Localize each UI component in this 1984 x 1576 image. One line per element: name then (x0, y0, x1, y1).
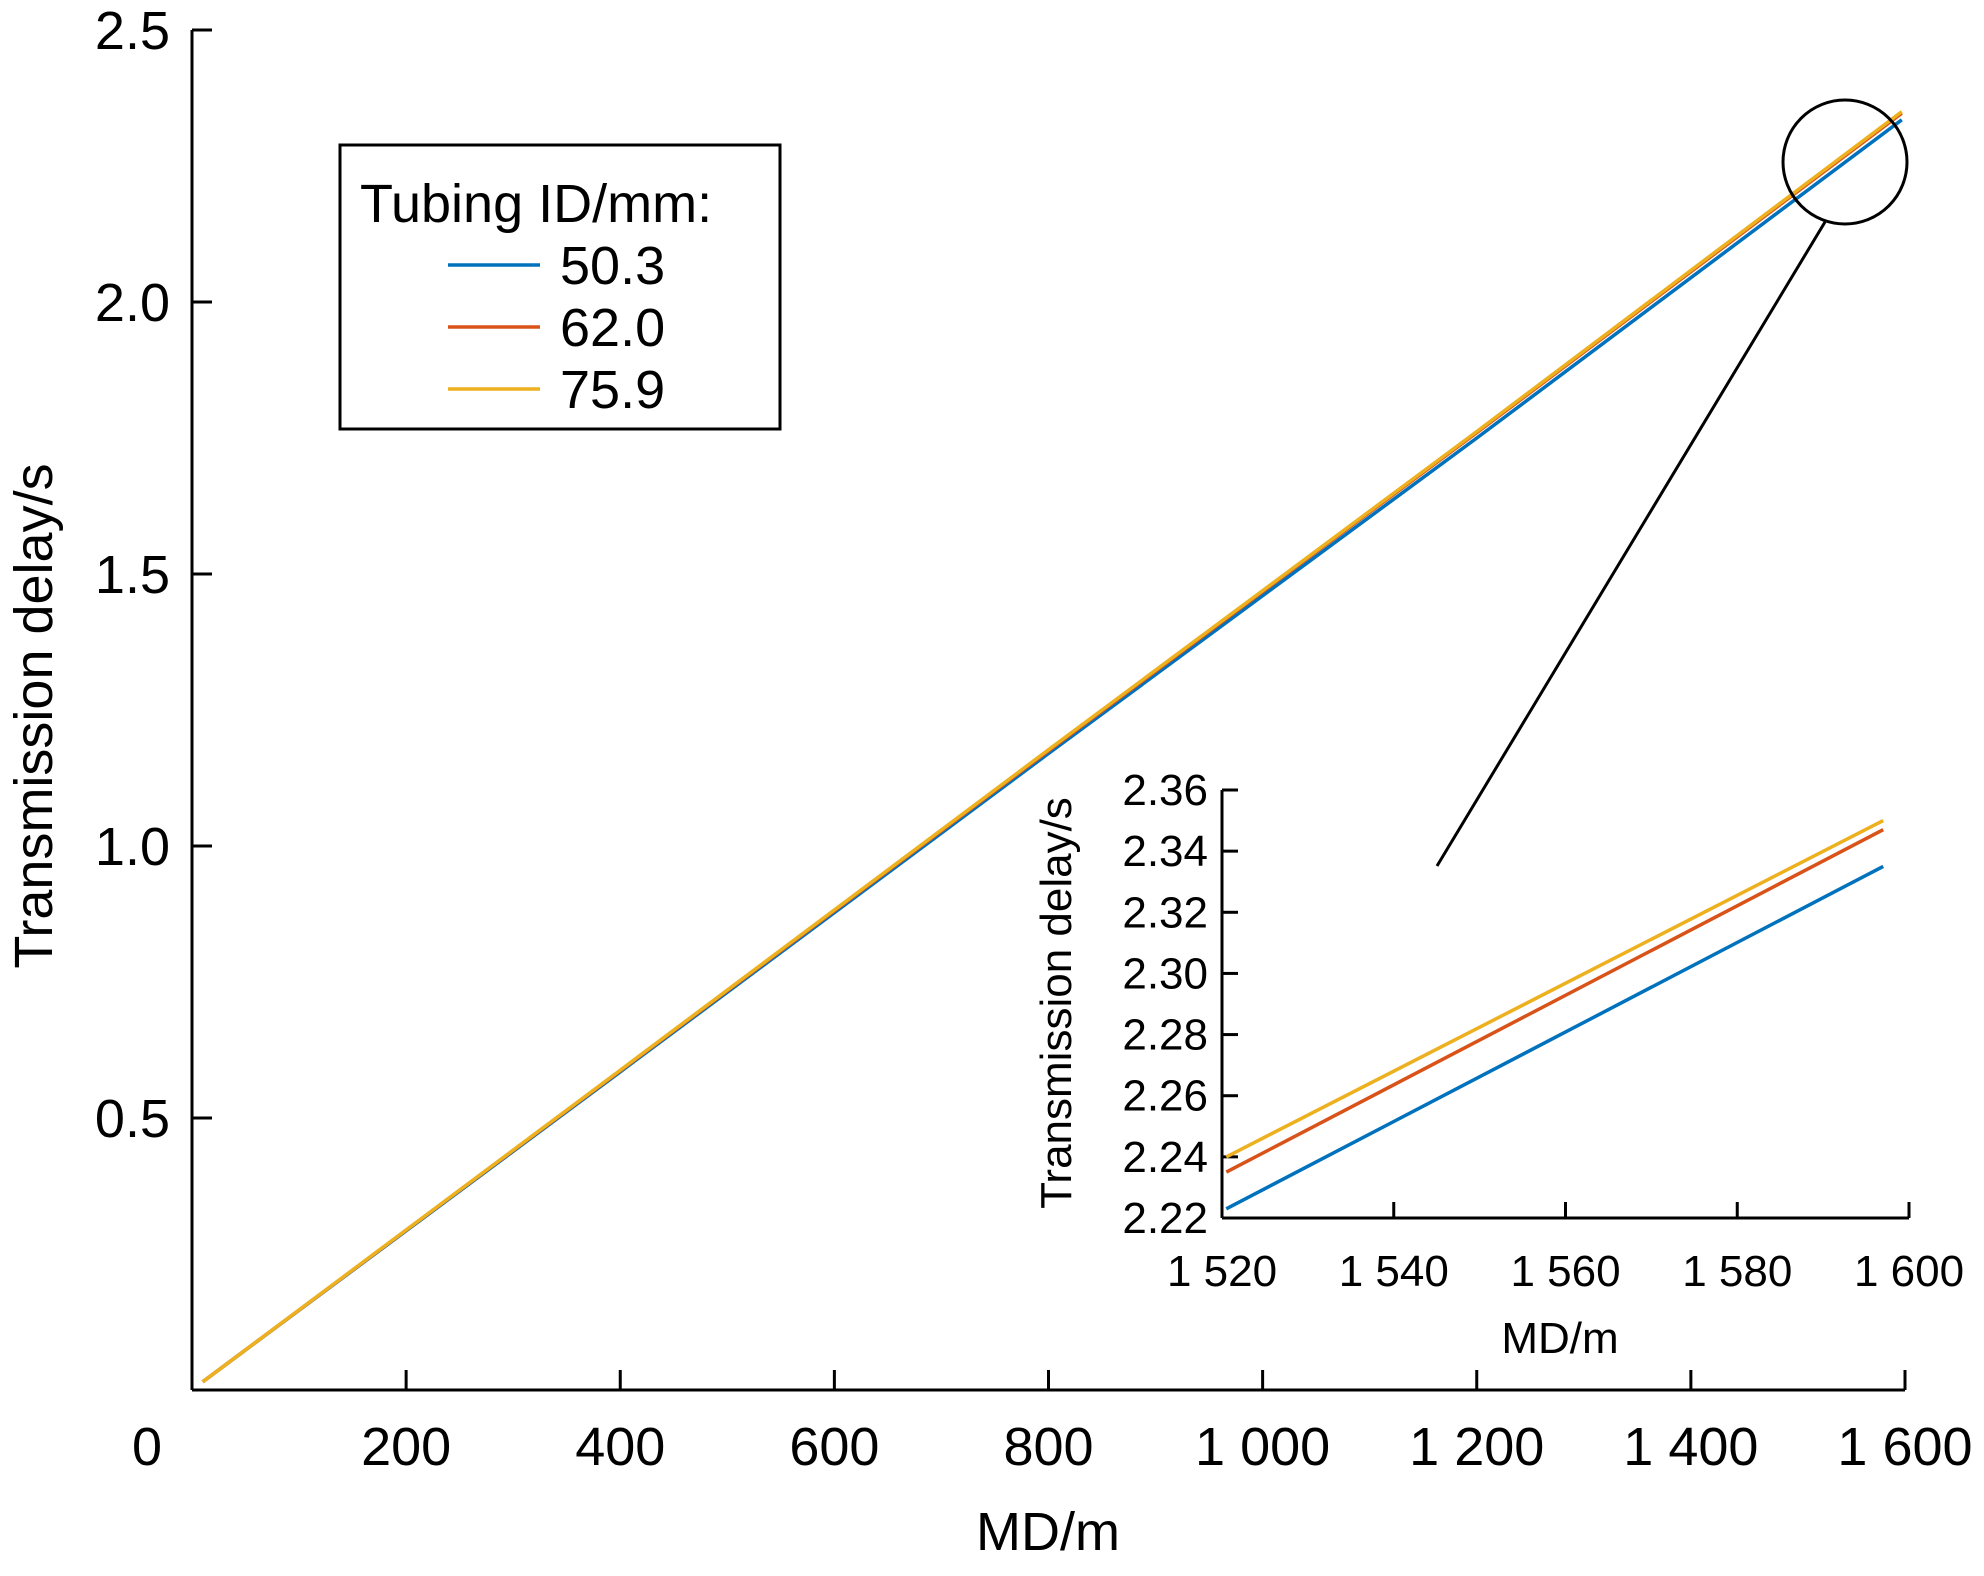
inset-x-tick-label: 1 580 (1682, 1247, 1792, 1296)
x-tick-label: 600 (789, 1417, 879, 1477)
legend: Tubing ID/mm:50.362.075.9 (340, 145, 780, 429)
inset-series-line-75.9 (1226, 821, 1883, 1157)
x-tick-label: 800 (1003, 1417, 1093, 1477)
x-axis-label: MD/m (976, 1502, 1120, 1562)
inset-y-tick-label: 2.34 (1122, 827, 1208, 876)
y-tick-label: 2.0 (95, 273, 170, 333)
legend-title: Tubing ID/mm: (360, 174, 712, 234)
chart-svg: 0.5 1.0 1.5 2.0 2.5 0 200 400 600 800 1 000 1 200 1 … (0, 0, 1984, 1571)
inset-x-tick-label: 1 560 (1510, 1247, 1620, 1296)
x-tick-label: 1 600 (1837, 1417, 1972, 1477)
legend-label: 62.0 (560, 298, 665, 358)
x-tick-label: 200 (361, 1417, 451, 1477)
inset-y-tick-label: 2.32 (1122, 888, 1208, 937)
inset-y-tick-label: 2.28 (1122, 1011, 1208, 1060)
inset-series-line-50.3 (1226, 866, 1883, 1208)
inset-y-tick-label: 2.36 (1122, 766, 1208, 815)
legend-label: 75.9 (560, 360, 665, 420)
y-tick-label: 1.5 (95, 545, 170, 605)
y-tick-label: 1.0 (95, 817, 170, 877)
inset-y-tick-label: 2.24 (1122, 1133, 1208, 1182)
legend-label: 50.3 (560, 236, 665, 296)
x-tick-label: 400 (575, 1417, 665, 1477)
x-tick-label: 0 (132, 1417, 162, 1477)
inset-y-tick-label: 2.26 (1122, 1072, 1208, 1121)
inset-x-tick-label: 1 600 (1854, 1247, 1964, 1296)
y-tick-label: 2.5 (95, 1, 170, 61)
y-axis-label: Transmission delay/s (4, 463, 64, 968)
chart-figure: 0.5 1.0 1.5 2.0 2.5 0 200 400 600 800 1 000 1 200 1 … (0, 0, 1984, 1571)
x-tick-label: 1 000 (1195, 1417, 1330, 1477)
inset-x-tick-label: 1 520 (1167, 1247, 1277, 1296)
x-tick-label: 1 400 (1623, 1417, 1758, 1477)
x-tick-label: 1 200 (1409, 1417, 1544, 1477)
inset-y-tick-label: 2.30 (1122, 949, 1208, 998)
inset-y-axis-label: Transmission delay/s (1032, 797, 1081, 1209)
inset-series-line-62.0 (1226, 830, 1883, 1172)
inset-x-axis-label: MD/m (1501, 1314, 1618, 1363)
y-tick-label: 0.5 (95, 1089, 170, 1149)
inset-x-tick-label: 1 540 (1339, 1247, 1449, 1296)
inset-y-tick-label: 2.22 (1122, 1194, 1208, 1243)
